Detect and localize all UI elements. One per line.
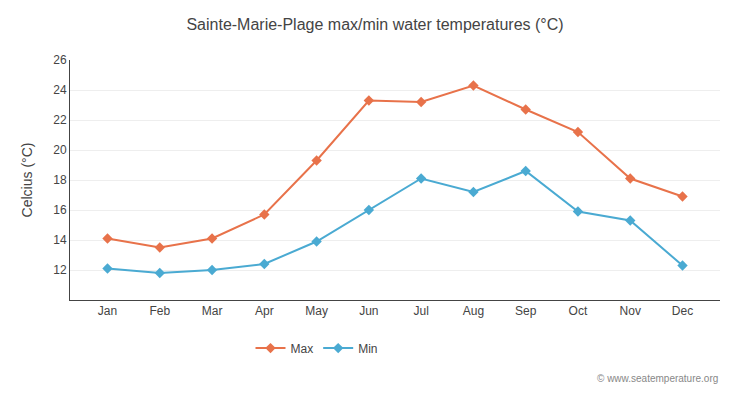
svg-text:Nov: Nov — [620, 304, 641, 318]
svg-text:Aug: Aug — [463, 304, 484, 318]
svg-text:Min: Min — [358, 342, 377, 356]
svg-text:Dec: Dec — [672, 304, 693, 318]
svg-text:18: 18 — [53, 173, 67, 187]
svg-text:12: 12 — [53, 263, 67, 277]
svg-text:Jan: Jan — [98, 304, 117, 318]
svg-text:Jul: Jul — [413, 304, 428, 318]
svg-text:Oct: Oct — [569, 304, 588, 318]
svg-text:22: 22 — [53, 113, 67, 127]
svg-text:Max: Max — [291, 342, 314, 356]
svg-text:Sainte-Marie-Plage max/min wat: Sainte-Marie-Plage max/min water tempera… — [186, 16, 563, 33]
svg-text:Feb: Feb — [149, 304, 170, 318]
svg-text:26: 26 — [53, 53, 67, 67]
svg-text:© www.seatemperature.org: © www.seatemperature.org — [597, 373, 718, 384]
svg-text:Mar: Mar — [202, 304, 223, 318]
svg-text:Jun: Jun — [359, 304, 378, 318]
svg-text:May: May — [305, 304, 328, 318]
svg-text:16: 16 — [53, 203, 67, 217]
svg-text:Celcius (°C): Celcius (°C) — [19, 143, 35, 218]
svg-text:14: 14 — [53, 233, 67, 247]
svg-text:Apr: Apr — [255, 304, 274, 318]
svg-text:Sep: Sep — [515, 304, 537, 318]
svg-text:20: 20 — [53, 143, 67, 157]
svg-text:24: 24 — [53, 83, 67, 97]
